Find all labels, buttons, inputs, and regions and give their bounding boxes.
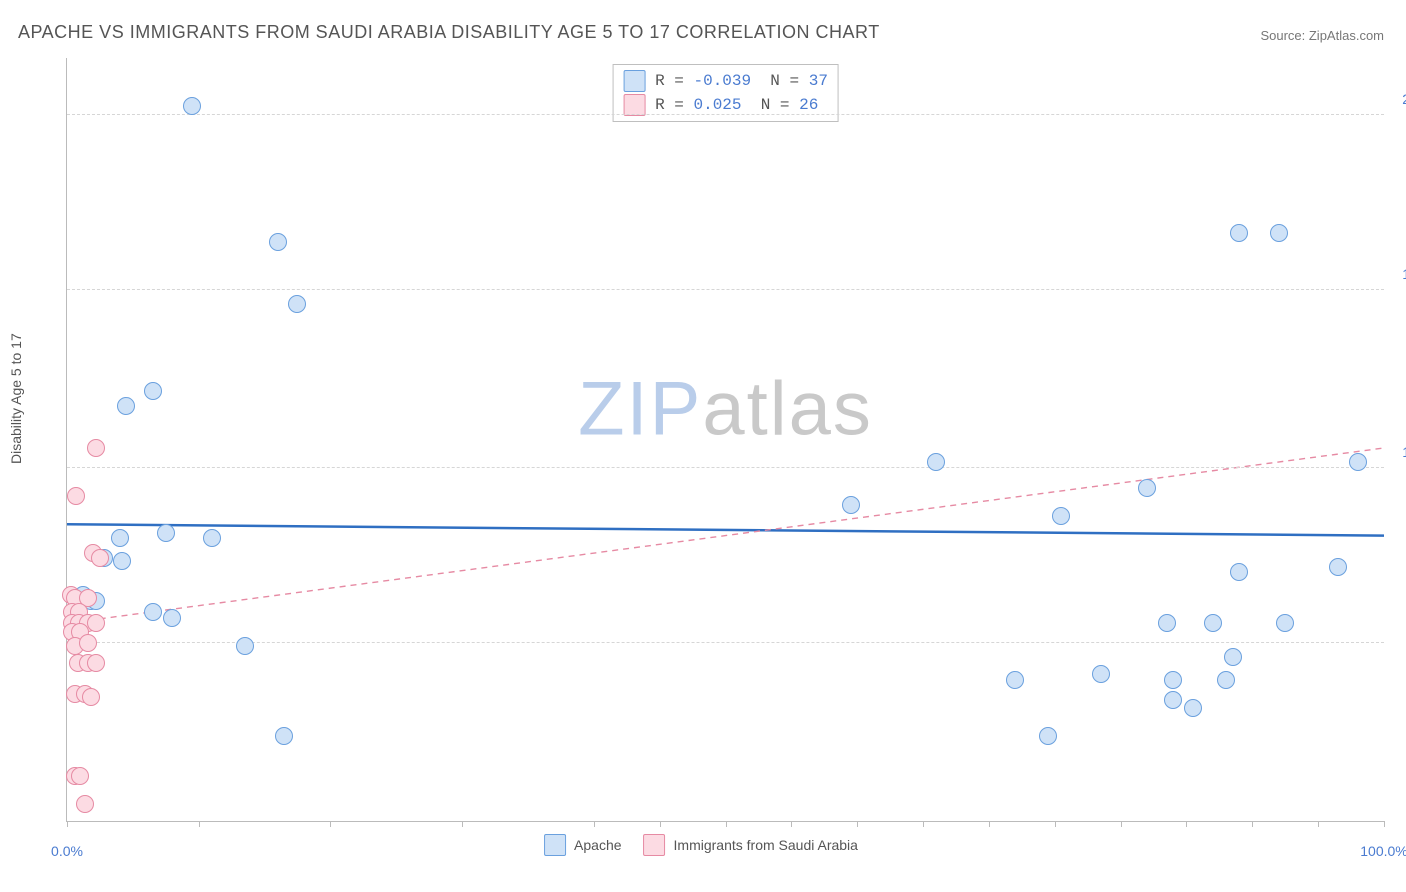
x-tick (660, 821, 661, 827)
scatter-point (1158, 614, 1176, 632)
y-axis-label: Disability Age 5 to 17 (8, 333, 24, 464)
scatter-point (275, 727, 293, 745)
chart-title: APACHE VS IMMIGRANTS FROM SAUDI ARABIA D… (18, 22, 880, 43)
scatter-point (1164, 691, 1182, 709)
x-tick (67, 821, 68, 827)
x-tick (857, 821, 858, 827)
scatter-point (117, 397, 135, 415)
x-tick (1055, 821, 1056, 827)
scatter-point (927, 453, 945, 471)
legend-series-item: Immigrants from Saudi Arabia (644, 834, 858, 856)
legend-series-label: Immigrants from Saudi Arabia (674, 837, 858, 853)
legend-swatch (644, 834, 666, 856)
scatter-point (67, 487, 85, 505)
x-tick (923, 821, 924, 827)
scatter-point (113, 552, 131, 570)
scatter-point (1204, 614, 1222, 632)
x-tick (1186, 821, 1187, 827)
legend-series: Apache Immigrants from Saudi Arabia (544, 834, 858, 856)
y-tick-label: 6.3% (1390, 619, 1406, 635)
scatter-point (1092, 665, 1110, 683)
scatter-point (203, 529, 221, 547)
x-tick (726, 821, 727, 827)
scatter-point (1276, 614, 1294, 632)
scatter-point (87, 439, 105, 457)
x-tick (791, 821, 792, 827)
scatter-point (1270, 224, 1288, 242)
scatter-point (82, 688, 100, 706)
chart-container: Disability Age 5 to 17 ZIPatlas R = -0.0… (18, 58, 1384, 870)
x-tick (1252, 821, 1253, 827)
scatter-point (76, 795, 94, 813)
gridline (67, 289, 1384, 290)
scatter-point (163, 609, 181, 627)
scatter-point (1230, 224, 1248, 242)
y-tick-label: 25.0% (1390, 91, 1406, 107)
scatter-point (111, 529, 129, 547)
legend-swatch (544, 834, 566, 856)
legend-series-label: Apache (574, 837, 621, 853)
y-tick-label: 12.5% (1390, 444, 1406, 460)
x-tick (1121, 821, 1122, 827)
watermark-atlas: atlas (702, 366, 873, 451)
scatter-point (1329, 558, 1347, 576)
scatter-point (144, 603, 162, 621)
scatter-point (1230, 563, 1248, 581)
x-tick (1318, 821, 1319, 827)
chart-source: Source: ZipAtlas.com (1260, 28, 1384, 43)
scatter-point (1217, 671, 1235, 689)
x-tick (462, 821, 463, 827)
x-tick (989, 821, 990, 827)
scatter-point (1224, 648, 1242, 666)
plot-area: ZIPatlas R = -0.039 N = 37R = 0.025 N = … (66, 58, 1384, 822)
legend-correlation-text: R = -0.039 N = 37 (655, 69, 828, 93)
gridline (67, 467, 1384, 468)
trend-line (67, 448, 1384, 623)
x-tick (594, 821, 595, 827)
scatter-point (1052, 507, 1070, 525)
scatter-point (157, 524, 175, 542)
x-tick-label: 0.0% (51, 843, 83, 859)
x-tick-label: 100.0% (1360, 843, 1406, 859)
gridline (67, 642, 1384, 643)
scatter-point (87, 654, 105, 672)
scatter-point (79, 634, 97, 652)
scatter-point (87, 614, 105, 632)
scatter-point (91, 549, 109, 567)
watermark-zip: ZIP (578, 366, 702, 451)
y-tick-label: 18.8% (1390, 266, 1406, 282)
scatter-point (1039, 727, 1057, 745)
scatter-point (1006, 671, 1024, 689)
x-tick (330, 821, 331, 827)
gridline (67, 114, 1384, 115)
scatter-point (1349, 453, 1367, 471)
scatter-point (183, 97, 201, 115)
legend-series-item: Apache (544, 834, 621, 856)
legend-correlation-row: R = -0.039 N = 37 (623, 69, 828, 93)
scatter-point (269, 233, 287, 251)
legend-swatch (623, 70, 645, 92)
scatter-point (1164, 671, 1182, 689)
scatter-point (236, 637, 254, 655)
scatter-point (1138, 479, 1156, 497)
scatter-point (71, 767, 89, 785)
scatter-point (288, 295, 306, 313)
scatter-point (842, 496, 860, 514)
scatter-point (144, 382, 162, 400)
watermark: ZIPatlas (578, 365, 873, 452)
trend-line (67, 524, 1384, 535)
scatter-point (1184, 699, 1202, 717)
x-tick (1384, 821, 1385, 827)
x-tick (199, 821, 200, 827)
